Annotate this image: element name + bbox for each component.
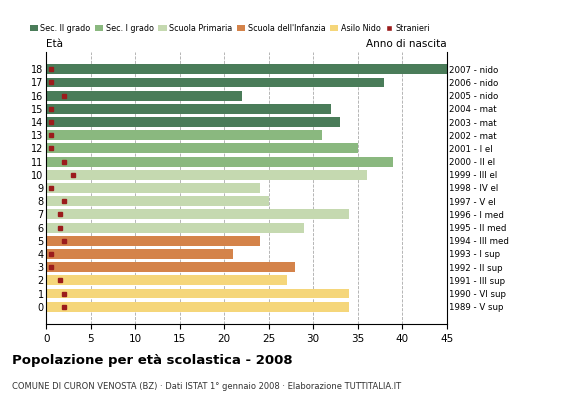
- Bar: [46, 144, 358, 153]
- Bar: [46, 104, 331, 114]
- Bar: [46, 275, 287, 285]
- Bar: [46, 210, 349, 219]
- Bar: [46, 223, 304, 232]
- Bar: [46, 236, 260, 246]
- Text: Età: Età: [46, 39, 63, 49]
- Bar: [46, 157, 393, 166]
- Legend: Sec. II grado, Sec. I grado, Scuola Primaria, Scuola dell'Infanzia, Asilo Nido, : Sec. II grado, Sec. I grado, Scuola Prim…: [27, 21, 433, 36]
- Bar: [46, 64, 447, 74]
- Text: Popolazione per età scolastica - 2008: Popolazione per età scolastica - 2008: [12, 354, 292, 367]
- Bar: [46, 117, 340, 127]
- Bar: [46, 170, 367, 180]
- Text: Anno di nascita: Anno di nascita: [366, 39, 447, 49]
- Bar: [46, 196, 269, 206]
- Bar: [46, 183, 260, 193]
- Bar: [46, 78, 385, 88]
- Bar: [46, 130, 322, 140]
- Bar: [46, 262, 295, 272]
- Bar: [46, 91, 242, 101]
- Text: COMUNE DI CURON VENOSTA (BZ) · Dati ISTAT 1° gennaio 2008 · Elaborazione TUTTITA: COMUNE DI CURON VENOSTA (BZ) · Dati ISTA…: [12, 382, 401, 391]
- Bar: [46, 249, 233, 259]
- Bar: [46, 288, 349, 298]
- Bar: [46, 302, 349, 312]
